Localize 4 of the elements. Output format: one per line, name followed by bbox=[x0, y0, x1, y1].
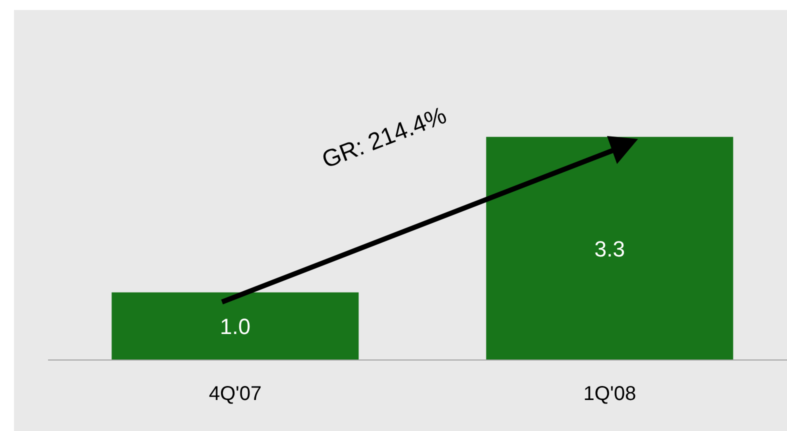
data-label: 1.0 bbox=[220, 314, 250, 340]
x-tick-label: 1Q'08 bbox=[583, 383, 636, 406]
data-label: 3.3 bbox=[594, 236, 625, 262]
x-tick-label: 4Q'07 bbox=[208, 383, 262, 406]
